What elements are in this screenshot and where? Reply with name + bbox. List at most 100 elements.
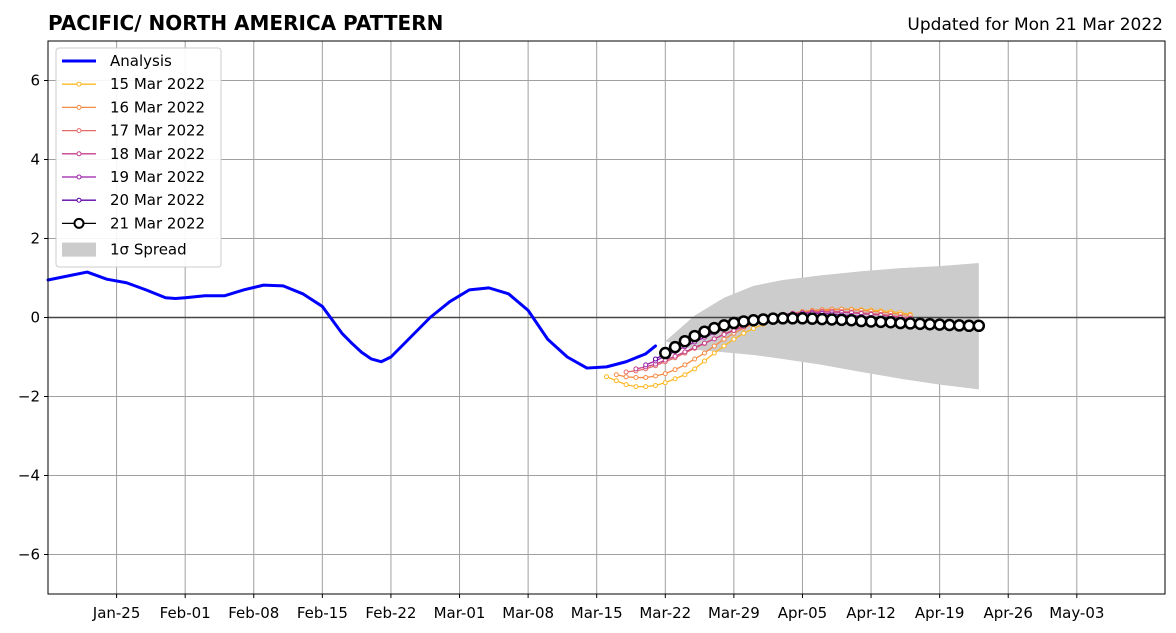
chart-subtitle: Updated for Mon 21 Mar 2022 <box>907 15 1163 35</box>
forecast-point <box>662 371 668 377</box>
legend-entry: 17 Mar 2022 <box>62 122 205 140</box>
forecast-point <box>717 319 731 332</box>
spread-band <box>665 262 979 390</box>
forecast-point <box>672 367 678 373</box>
legend-marker <box>76 81 82 87</box>
forecast-point <box>874 315 888 329</box>
legend-label: 1σ Spread <box>110 241 187 259</box>
plot-frame <box>47 40 1166 595</box>
forecast-point <box>972 319 986 333</box>
legend-label: 16 Mar 2022 <box>110 98 205 116</box>
forecast-point <box>633 384 639 390</box>
legend: Analysis 15 Mar 2022 16 Mar 2022 17 Mar 202… <box>55 47 222 268</box>
forecast-point <box>815 312 829 326</box>
y-tick-label: 2 <box>30 230 40 248</box>
forecast-point <box>933 318 946 331</box>
y-tick-label: −4 <box>18 467 40 485</box>
forecast-point <box>884 315 897 329</box>
forecast-series <box>604 306 986 390</box>
legend-marker <box>73 217 85 229</box>
forecast-point <box>721 343 727 349</box>
x-tick-label: Feb-01 <box>160 604 211 622</box>
legend-label: 17 Mar 2022 <box>110 122 205 140</box>
forecast-point <box>623 369 629 375</box>
forecast-point <box>708 321 721 335</box>
forecast-point <box>796 312 809 325</box>
forecast-point <box>711 350 717 356</box>
forecast-point <box>727 316 741 330</box>
forecast-point <box>737 315 750 328</box>
forecast-point <box>711 336 717 342</box>
spread-area <box>665 262 979 390</box>
forecast-point <box>731 336 737 342</box>
forecast-point <box>613 372 619 378</box>
analysis-line <box>46 270 657 370</box>
forecast-point <box>623 382 629 388</box>
forecast-point <box>662 380 668 386</box>
legend-entry: 20 Mar 2022 <box>62 191 205 209</box>
analysis-series <box>46 270 657 370</box>
legend-marker <box>76 128 82 134</box>
legend-marker <box>76 151 82 157</box>
forecast-point <box>698 325 711 338</box>
forecast-point <box>659 346 672 360</box>
forecast-point <box>652 356 658 362</box>
legend-marker <box>76 174 82 180</box>
legend-marker <box>76 197 82 203</box>
x-tick-label: Jan-25 <box>92 604 141 622</box>
legend-marker <box>76 104 82 110</box>
forecast-point <box>806 312 819 325</box>
y-tick-label: 4 <box>30 151 40 169</box>
forecast-point <box>633 366 639 372</box>
legend-entry: 18 Mar 2022 <box>62 145 205 163</box>
forecast-point <box>643 375 649 381</box>
forecast-point <box>688 329 701 343</box>
x-tick-label: Mar-08 <box>502 604 554 622</box>
forecast-point <box>701 340 707 346</box>
axes: Jan-25 Feb-01 Feb-08 Feb-15 Feb-22 Mar-01 Mar-… <box>18 40 1166 622</box>
x-tick-label: Apr-12 <box>846 604 896 622</box>
forecast-point <box>672 376 678 382</box>
forecast-point <box>741 330 747 336</box>
forecast-point <box>825 313 839 326</box>
forecast-point <box>786 312 799 325</box>
x-tick-label: Feb-15 <box>297 604 348 622</box>
forecast-point <box>623 374 629 380</box>
forecast-point <box>766 312 780 325</box>
legend-label: 15 Mar 2022 <box>110 75 205 93</box>
legend-label: 19 Mar 2022 <box>110 168 205 186</box>
forecast-point <box>672 353 678 359</box>
legend-box <box>55 47 222 268</box>
forecast-point <box>952 319 966 332</box>
forecast-point <box>776 312 790 325</box>
forecast-point <box>962 319 976 333</box>
forecast-point <box>701 350 707 356</box>
legend-swatch <box>62 242 96 257</box>
forecast-point <box>682 362 688 368</box>
y-tick-label: −2 <box>18 388 40 406</box>
x-tick-label: Mar-01 <box>434 604 486 622</box>
x-tick-label: Feb-08 <box>228 604 279 622</box>
legend-entry: 1σ Spread <box>62 241 187 259</box>
forecast-point <box>692 366 698 372</box>
forecast-point <box>678 334 692 348</box>
forecast-point <box>643 362 649 368</box>
forecast-point <box>903 317 917 330</box>
forecast-point <box>943 318 956 332</box>
x-tick-label: Apr-05 <box>778 604 828 622</box>
legend-entry: 16 Mar 2022 <box>62 98 205 116</box>
forecast-point <box>721 331 727 337</box>
legend-label: 21 Mar 2022 <box>110 214 205 232</box>
forecast-point <box>864 315 878 328</box>
legend-label: Analysis <box>110 52 172 70</box>
chart-title: PACIFIC/ NORTH AMERICA PATTERN <box>48 11 443 35</box>
forecast-point <box>747 314 760 327</box>
forecast-point <box>923 317 937 331</box>
forecast-point <box>845 314 858 327</box>
forecast-point <box>682 349 688 355</box>
x-tick-label: Mar-22 <box>639 604 691 622</box>
forecast-point <box>894 316 907 330</box>
legend-entry: 21 Mar 2022 <box>62 214 205 232</box>
forecast-series <box>659 312 986 360</box>
